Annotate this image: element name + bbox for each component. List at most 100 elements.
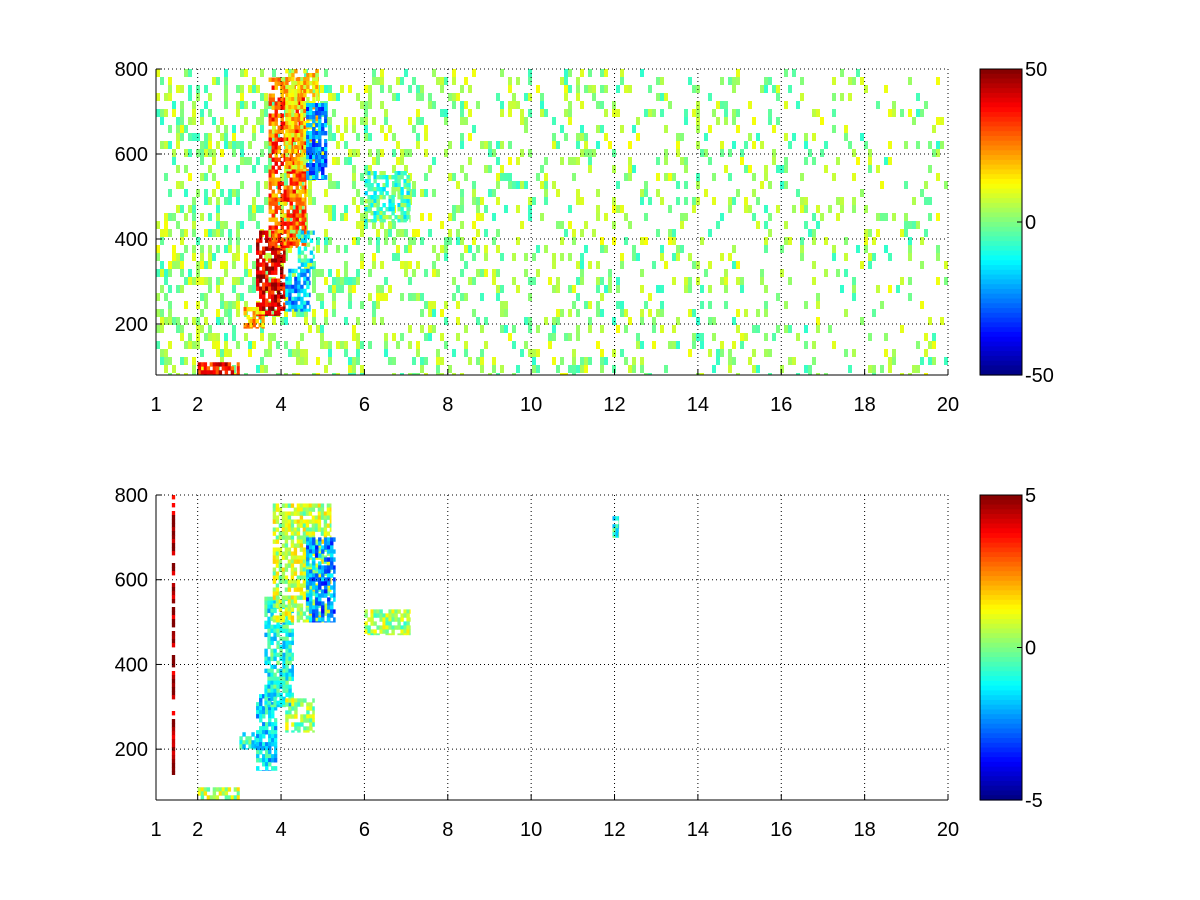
heatmap-cell [332,277,336,285]
heatmap-cell [312,85,316,90]
heatmap-cell [352,117,356,125]
heatmap-cell [432,269,436,277]
heatmap-cell [312,317,316,325]
heatmap-cell [664,261,668,269]
heatmap-cell [265,278,269,283]
x-tick-label: 14 [687,819,709,841]
heatmap-cell [632,245,636,253]
heatmap-cell [360,213,364,221]
heatmap-cell [356,333,360,341]
heatmap-cell [568,205,572,213]
heatmap-cell [540,213,544,221]
heatmap-cell [568,157,572,165]
heatmap-cell [400,157,404,165]
heatmap-cell [588,301,592,309]
heatmap-cell [344,125,348,133]
heatmap-cell [391,175,395,180]
heatmap-cell [290,551,295,556]
heatmap-cell [289,181,293,186]
heatmap-cell [924,349,928,357]
heatmap-cell [287,583,292,588]
heatmap-cell [372,69,376,77]
heatmap-cell [288,93,292,98]
heatmap-cell [284,567,289,572]
heatmap-cell [216,333,220,341]
y-tick-label: 600 [115,144,148,166]
heatmap-cell [168,301,172,309]
heatmap-cell [280,237,284,242]
heatmap-cell [265,722,269,727]
heatmap-cell [265,298,269,303]
heatmap-cell [321,581,325,586]
heatmap-cell [279,684,283,690]
heatmap-cell [286,237,290,242]
heatmap-cell [282,656,286,662]
heatmap-cell [280,113,284,118]
heatmap-cell [206,366,211,371]
heatmap-cell [560,253,564,261]
heatmap-cell [289,225,293,230]
heatmap-cell [652,261,656,269]
heatmap-cell [748,101,752,109]
heatmap-cell [364,85,368,93]
heatmap-cell [736,261,740,269]
heatmap-cell [397,621,401,626]
heatmap-cell [372,261,376,269]
heatmap-cell [271,121,275,126]
heatmap-cell [268,165,272,173]
heatmap-cell [290,567,295,572]
heatmap-cell [220,293,224,301]
heatmap-cell [580,229,584,237]
heatmap-cell [236,221,240,229]
heatmap-cell [397,215,401,220]
heatmap-cell [327,541,331,546]
heatmap-cell [792,205,796,213]
heatmap-cell [300,698,304,703]
heatmap-cell [287,615,292,620]
heatmap-cell [270,680,274,686]
heatmap-cell [240,157,244,165]
heatmap-cell [308,511,313,516]
y-tick-label: 200 [115,739,148,761]
heatmap-cell [548,277,552,285]
heatmap-cell [832,245,836,253]
heatmap-cell [568,69,572,77]
heatmap-cell [464,245,468,253]
heatmap-cell [280,254,284,259]
heatmap-cell [275,591,280,596]
heatmap-cell [248,141,252,149]
heatmap-cell [460,293,464,301]
heatmap-cell [216,245,220,253]
heatmap-cell [380,125,384,133]
heatmap-cell [245,740,249,745]
heatmap-cell [291,109,295,114]
heatmap-cell [764,245,768,253]
heatmap-cell [400,229,404,237]
heatmap-cell [368,133,372,141]
heatmap-cell [406,179,410,184]
heatmap-cell [756,365,760,373]
heatmap-cell [285,718,289,723]
x-tick-label: 10 [520,819,542,841]
heatmap-cell [300,262,305,267]
heatmap-cell [680,133,684,141]
heatmap-cell [171,731,176,736]
heatmap-cell [230,366,235,371]
heatmap-cell [294,702,298,707]
heatmap-cell [156,293,160,301]
heatmap-cell [293,559,298,564]
heatmap-cell [892,101,896,109]
heatmap-cell [592,85,596,93]
heatmap-cell [287,603,292,608]
heatmap-cell [204,197,208,205]
heatmap-cell [832,253,836,261]
heatmap-cell [644,237,648,245]
heatmap-cell [736,325,740,333]
heatmap-cell [230,370,235,375]
heatmap-cell [528,109,532,117]
heatmap-cell [736,125,740,133]
heatmap-cell [315,155,319,160]
heatmap-cell [274,81,278,86]
heatmap-cell [254,736,257,741]
heatmap-cell [916,341,920,349]
